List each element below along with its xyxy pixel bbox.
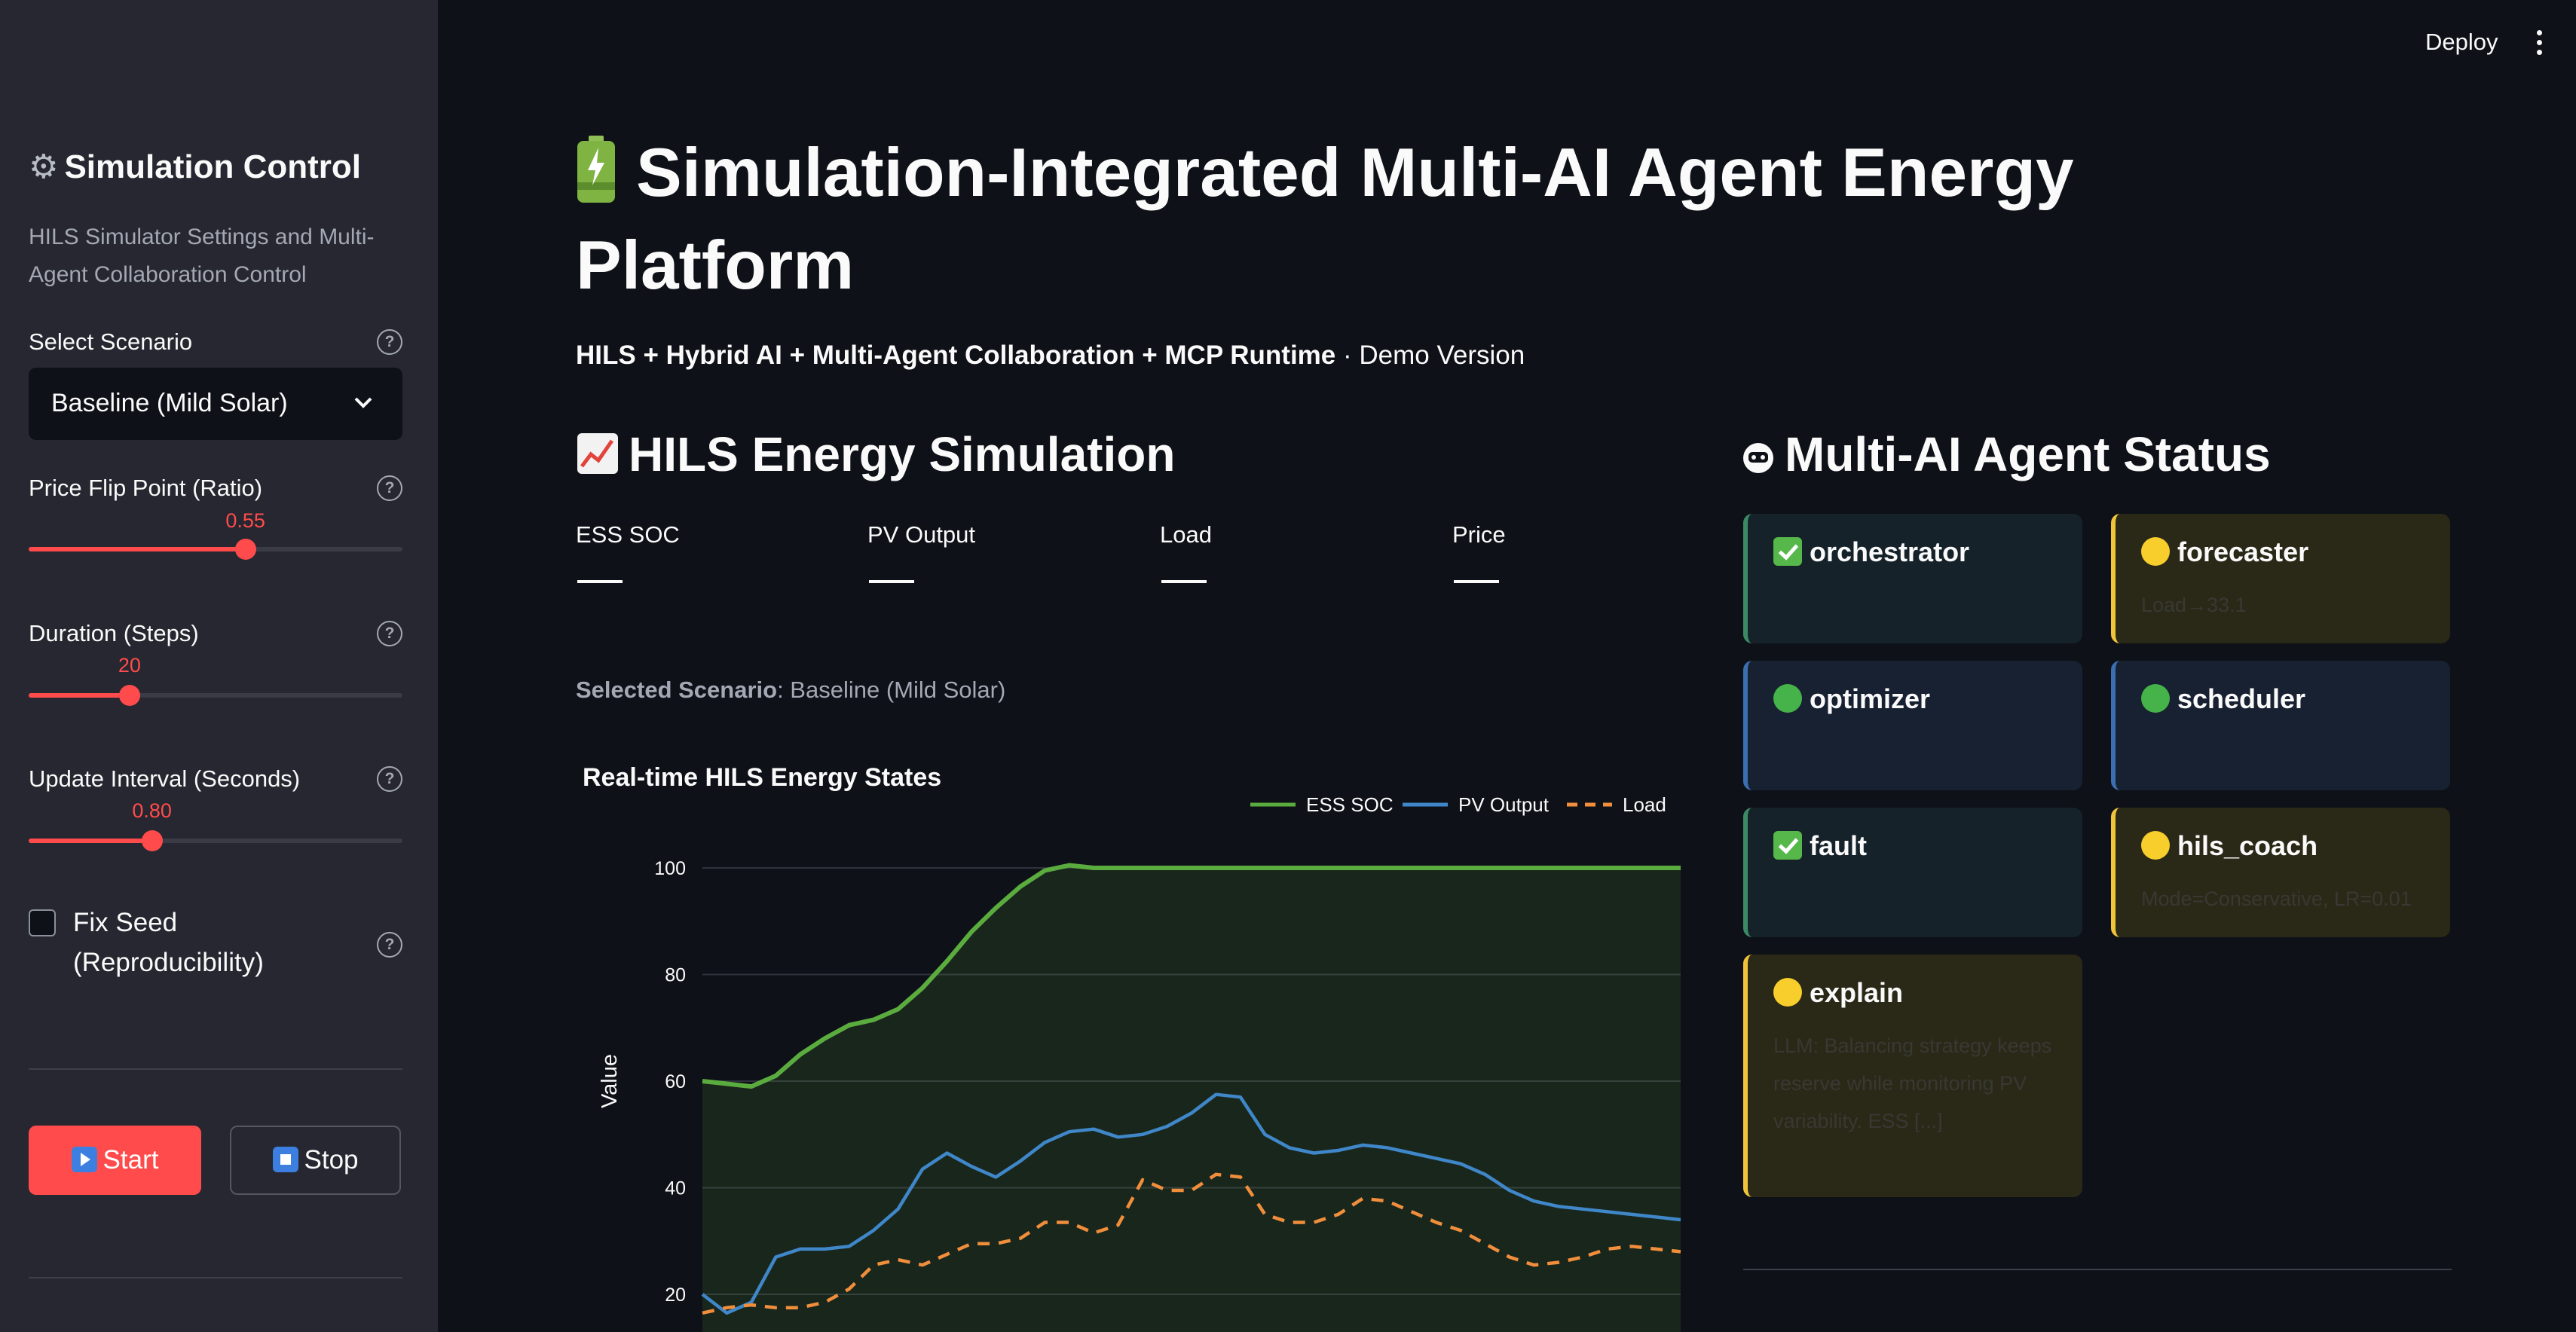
agent-card-explain: explain LLM: Balancing strategy keeps re… (1743, 955, 2082, 1197)
series-line-pv-output (701, 1092, 1681, 1315)
play-icon (71, 1147, 97, 1172)
agent-card-orchestrator: orchestrator (1743, 514, 2082, 643)
y-tick-label: 20 (665, 1285, 686, 1306)
y-tick-label: 80 (665, 965, 686, 986)
legend-label: PV Output (1458, 793, 1550, 816)
check-icon (1773, 831, 1802, 860)
help-icon[interactable]: ? (377, 475, 402, 501)
metric-label: PV Output (867, 521, 976, 548)
fix-seed-checkbox[interactable] (29, 909, 56, 936)
agent-card-forecaster: forecaster Load→33.1 (2111, 514, 2450, 643)
more-menu-icon[interactable] (2537, 30, 2543, 60)
agent-card-scheduler: scheduler (2111, 661, 2450, 790)
duration-value: 20 (118, 654, 141, 677)
slider-thumb[interactable] (118, 685, 140, 706)
metric-value-empty (1161, 580, 1207, 583)
duration-label: Duration (Steps) (29, 620, 199, 646)
slider-thumb[interactable] (141, 830, 163, 851)
yellow-circle-icon (1773, 978, 1802, 1007)
y-tick-label: 60 (665, 1071, 686, 1092)
sim-heading: HILS Energy Simulation (576, 426, 1175, 482)
scenario-label: Select Scenario (29, 328, 193, 355)
gear-icon: ⚙ (29, 148, 59, 185)
stop-button[interactable]: Stop (230, 1126, 401, 1195)
robot-icon (1743, 443, 1773, 473)
price-flip-slider[interactable] (29, 539, 402, 560)
series-line-ess-soc (702, 863, 1681, 1089)
selected-scenario-note: Selected Scenario: Baseline (Mild Solar) (576, 677, 1006, 703)
interval-value: 0.80 (132, 799, 172, 822)
agent-card-hils-coach: hils_coach Mode=Conservative, LR=0.01 (2111, 808, 2450, 937)
legend-label: Load (1623, 793, 1666, 816)
interval-slider[interactable] (29, 830, 402, 851)
green-circle-icon (1773, 684, 1802, 713)
chevron-down-icon (354, 397, 372, 408)
deploy-button[interactable]: Deploy (2425, 29, 2498, 55)
chart-increasing-icon (577, 433, 618, 474)
sidebar-title: ⚙ Simulation Control (29, 148, 361, 185)
agents-heading: Multi-AI Agent Status (1741, 426, 2271, 482)
metric-label: Price (1452, 521, 1506, 548)
chart-title: Real-time HILS Energy States (583, 763, 942, 792)
sidebar: ⚙ Simulation Control HILS Simulator Setti… (0, 0, 438, 1332)
help-icon[interactable]: ? (377, 932, 402, 958)
sidebar-divider (29, 1277, 402, 1279)
interval-label: Update Interval (Seconds) (29, 765, 301, 792)
sidebar-divider (29, 1068, 402, 1070)
metric-label: Load (1160, 521, 1212, 548)
help-icon[interactable]: ? (377, 766, 402, 792)
metric-value-empty (869, 580, 914, 583)
stop-icon (272, 1147, 298, 1172)
price-flip-value: 0.55 (225, 509, 265, 532)
slider-fill (29, 547, 246, 551)
metric-label: ESS SOC (576, 521, 680, 548)
green-circle-icon (2141, 684, 2170, 713)
slider-thumb[interactable] (234, 539, 256, 560)
page-subtitle: HILS + Hybrid AI + Multi-Agent Collabora… (576, 341, 1525, 370)
yellow-circle-icon (2141, 831, 2170, 860)
metric-value-empty (577, 580, 623, 583)
price-flip-label: Price Flip Point (Ratio) (29, 475, 263, 501)
metric-value-empty (1454, 580, 1499, 583)
fix-seed-label: Fix Seed (Reproducibility) (73, 908, 264, 977)
series-area (702, 865, 1681, 1332)
help-icon[interactable]: ? (377, 329, 402, 355)
battery-icon (577, 136, 615, 203)
agent-card-optimizer: optimizer (1743, 661, 2082, 790)
y-axis-label: Value (598, 1054, 622, 1108)
legend-label: ESS SOC (1306, 793, 1394, 816)
slider-fill (29, 839, 152, 843)
scenario-select-value: Baseline (Mild Solar) (51, 389, 288, 417)
slider-fill (29, 693, 130, 698)
agent-card-fault: fault (1743, 808, 2082, 937)
page-title: Simulation-Integrated Multi-AI Agent Ene… (576, 135, 2074, 304)
scenario-select[interactable]: Baseline (Mild Solar) (29, 368, 402, 440)
y-tick-label: 100 (654, 858, 686, 879)
yellow-circle-icon (2141, 537, 2170, 566)
section-divider (1743, 1269, 2452, 1270)
start-button[interactable]: Start (29, 1126, 201, 1195)
y-tick-label: 40 (665, 1178, 686, 1199)
duration-slider[interactable] (29, 685, 402, 706)
sidebar-subtitle: HILS Simulator Settings and Multi-Agent … (29, 225, 375, 287)
check-icon (1773, 537, 1802, 566)
series-line-load (702, 1172, 1681, 1315)
help-icon[interactable]: ? (377, 621, 402, 646)
energy-chart: 20 40 60 80 100 Value ESS SOC PV Output Load (598, 793, 1681, 1332)
